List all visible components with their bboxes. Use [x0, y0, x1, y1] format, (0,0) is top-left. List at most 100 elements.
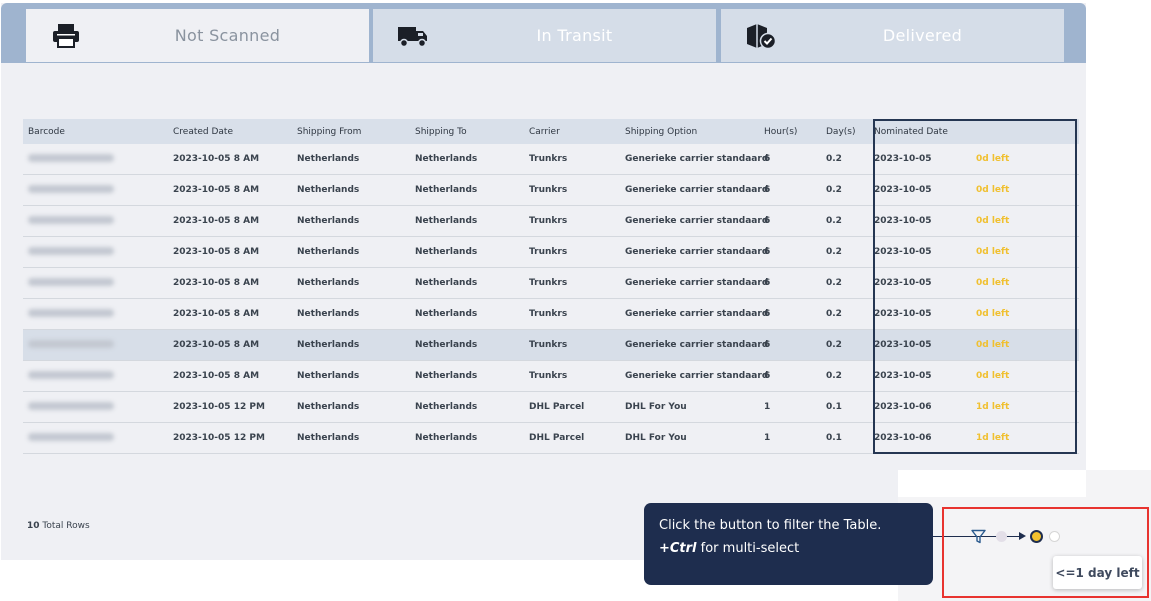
filter-tooltip: Click the button to filter the Table. +C… — [644, 503, 933, 585]
cell-shipping-from: Netherlands — [292, 174, 410, 206]
cell-shipping-to: Netherlands — [410, 205, 524, 237]
cell-shipping-from: Netherlands — [292, 267, 410, 299]
col-header-shipping-to[interactable]: Shipping To — [410, 119, 524, 144]
cell-shipping-from: Netherlands — [292, 236, 410, 268]
cell-shipping-option: Generieke carrier standaard — [620, 205, 768, 237]
table-row[interactable]: 2023-10-05 8 AM Netherlands Netherlands Tru… — [23, 360, 1080, 392]
cell-barcode — [23, 360, 168, 392]
cell-nominated-date: 2023-10-05 — [869, 144, 971, 175]
cell-carrier: Trunkrs — [524, 267, 620, 299]
cell-carrier: Trunkrs — [524, 298, 620, 330]
truck-icon — [398, 27, 427, 48]
cell-shipping-option: Generieke carrier standaard — [620, 236, 768, 268]
cell-shipping-to: Netherlands — [410, 422, 524, 454]
cell-carrier: Trunkrs — [524, 144, 620, 175]
table-row[interactable]: 2023-10-05 8 AM Netherlands Netherlands Tru… — [23, 144, 1080, 175]
cell-time-left: 0d left — [971, 329, 1080, 361]
cell-nominated-date: 2023-10-06 — [869, 422, 971, 454]
cell-hours: 1 — [759, 391, 821, 423]
cell-created-date: 2023-10-05 12 PM — [168, 391, 292, 423]
col-header-hours[interactable]: Hour(s) — [759, 119, 821, 144]
cell-time-left: 0d left — [971, 174, 1080, 206]
cell-time-left: 0d left — [971, 205, 1080, 237]
cell-shipping-to: Netherlands — [410, 298, 524, 330]
col-header-days[interactable]: Day(s) — [821, 119, 869, 144]
cell-nominated-date: 2023-10-05 — [869, 360, 971, 392]
barcode-redacted — [28, 432, 114, 441]
cell-nominated-date: 2023-10-05 — [869, 298, 971, 330]
cell-hours: 6 — [759, 236, 821, 268]
filter-dot-empty[interactable] — [1049, 531, 1060, 542]
cell-nominated-date: 2023-10-06 — [869, 391, 971, 423]
cell-days: 0.2 — [821, 174, 869, 206]
table-row[interactable]: 2023-10-05 8 AM Netherlands Netherlands Tru… — [23, 236, 1080, 268]
cell-shipping-option: Generieke carrier standaard — [620, 174, 768, 206]
col-header-nominated-date[interactable]: Nominated Date — [869, 119, 1080, 144]
col-header-shipping-option[interactable]: Shipping Option — [620, 119, 759, 144]
cell-carrier: Trunkrs — [524, 329, 620, 361]
tab-delivered[interactable]: Delivered — [721, 9, 1064, 62]
cell-nominated-date: 2023-10-05 — [869, 267, 971, 299]
filter-dot-yellow-selected[interactable] — [1030, 530, 1043, 543]
cell-time-left: 0d left — [971, 236, 1080, 268]
tab-in-transit[interactable]: In Transit — [373, 9, 716, 62]
table-row[interactable]: 2023-10-05 12 PM Netherlands Netherlands DH… — [23, 422, 1080, 454]
barcode-redacted — [28, 401, 114, 410]
cell-shipping-from: Netherlands — [292, 298, 410, 330]
cell-days: 0.2 — [821, 298, 869, 330]
cell-nominated-date: 2023-10-05 — [869, 329, 971, 361]
cell-shipping-option: Generieke carrier standaard — [620, 144, 768, 175]
tooltip-line-2-text: for multi-select — [700, 541, 800, 556]
cell-hours: 6 — [759, 360, 821, 392]
cell-created-date: 2023-10-05 12 PM — [168, 422, 292, 454]
cell-days: 0.1 — [821, 422, 869, 454]
tooltip-ctrl-key: +Ctrl — [659, 541, 697, 556]
barcode-redacted — [28, 184, 114, 193]
cell-barcode — [23, 329, 168, 361]
cell-carrier: Trunkrs — [524, 360, 620, 392]
cell-carrier: Trunkrs — [524, 236, 620, 268]
col-header-carrier[interactable]: Carrier — [524, 119, 620, 144]
total-rows: 10 Total Rows — [27, 521, 90, 531]
cell-time-left: 0d left — [971, 298, 1080, 330]
cell-carrier: Trunkrs — [524, 205, 620, 237]
cell-hours: 6 — [759, 144, 821, 175]
cell-shipping-option: Generieke carrier standaard — [620, 267, 768, 299]
tooltip-line-2: +Ctrl for multi-select — [659, 540, 933, 558]
cell-hours: 6 — [759, 267, 821, 299]
filter-icon[interactable] — [971, 529, 986, 544]
table-row[interactable]: 2023-10-05 8 AM Netherlands Netherlands Tru… — [23, 205, 1080, 237]
table-row[interactable]: 2023-10-05 12 PM Netherlands Netherlands DH… — [23, 391, 1080, 423]
cell-time-left: 1d left — [971, 422, 1080, 454]
col-header-shipping-from[interactable]: Shipping From — [292, 119, 410, 144]
col-header-created-date[interactable]: Created Date — [168, 119, 292, 144]
cell-shipping-to: Netherlands — [410, 144, 524, 175]
cell-shipping-from: Netherlands — [292, 360, 410, 392]
tab-not-scanned[interactable]: Not Scanned — [26, 9, 369, 62]
filter-dot-grey[interactable] — [996, 531, 1007, 542]
table-row[interactable]: 2023-10-05 8 AM Netherlands Netherlands Tru… — [23, 174, 1080, 206]
cell-barcode — [23, 205, 168, 237]
cell-days: 0.2 — [821, 236, 869, 268]
cell-shipping-to: Netherlands — [410, 174, 524, 206]
cell-barcode — [23, 174, 168, 206]
cell-barcode — [23, 267, 168, 299]
tooltip-line-1: Click the button to filter the Table. — [659, 518, 882, 533]
table-row[interactable]: 2023-10-05 8 AM Netherlands Netherlands Tru… — [23, 298, 1080, 330]
cell-nominated-date: 2023-10-05 — [869, 174, 971, 206]
cell-shipping-from: Netherlands — [292, 391, 410, 423]
table-row[interactable]: 2023-10-05 8 AM Netherlands Netherlands Tru… — [23, 329, 1080, 361]
cell-created-date: 2023-10-05 8 AM — [168, 144, 292, 175]
cell-time-left: 0d left — [971, 360, 1080, 392]
col-header-barcode[interactable]: Barcode — [23, 119, 168, 144]
cell-time-left: 1d left — [971, 391, 1080, 423]
cell-hours: 6 — [759, 174, 821, 206]
shipments-table: Barcode Created Date Shipping From Shipp… — [23, 119, 1080, 454]
tab-label-in-transit: In Transit — [536, 26, 613, 45]
barcode-redacted — [28, 277, 114, 286]
cell-created-date: 2023-10-05 8 AM — [168, 205, 292, 237]
cell-shipping-to: Netherlands — [410, 236, 524, 268]
table-row[interactable]: 2023-10-05 8 AM Netherlands Netherlands Tru… — [23, 267, 1080, 299]
cell-days: 0.2 — [821, 360, 869, 392]
cell-shipping-from: Netherlands — [292, 329, 410, 361]
